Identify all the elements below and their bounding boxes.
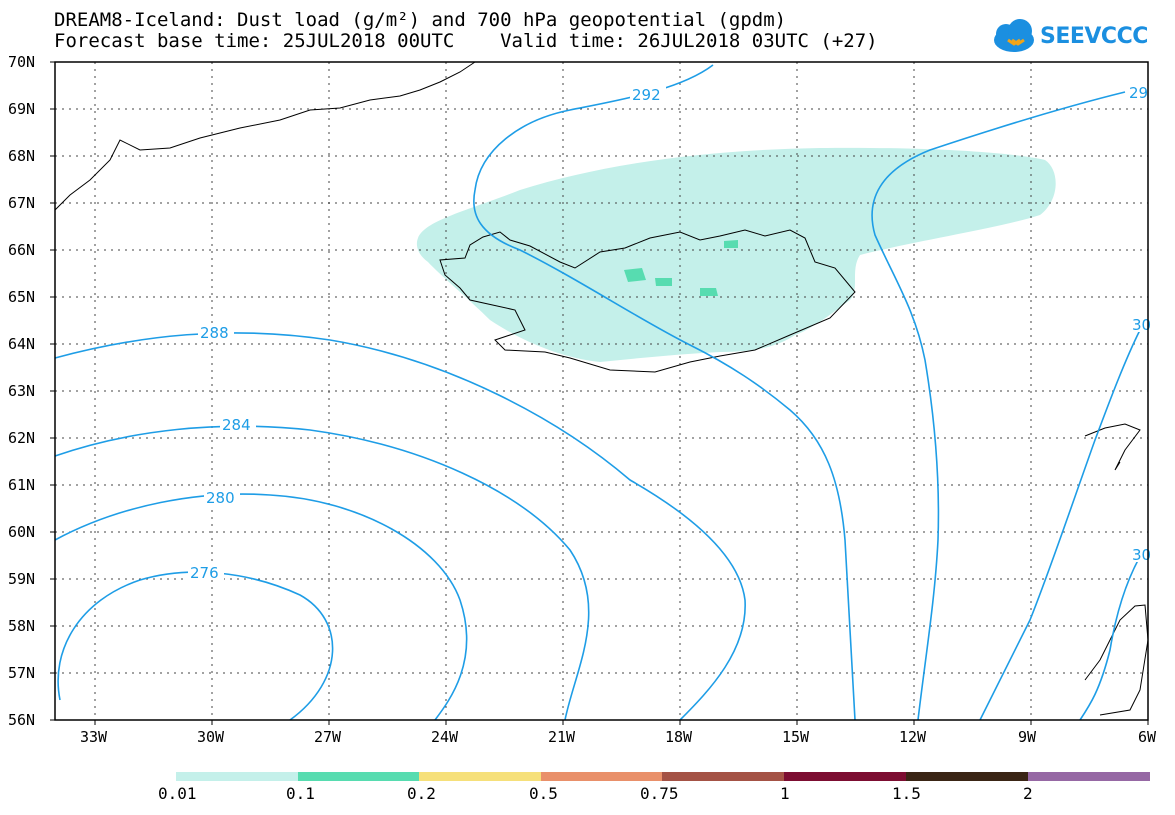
cloud-icon bbox=[994, 19, 1034, 52]
colorbar-label: 2 bbox=[1023, 784, 1033, 803]
lat-label: 61N bbox=[8, 476, 35, 494]
label-bg bbox=[1130, 546, 1150, 562]
colorbar-label: 0.1 bbox=[286, 784, 315, 803]
colorbar-swatch bbox=[784, 772, 906, 781]
colorbar-swatch bbox=[541, 772, 662, 781]
lon-label: 6W bbox=[1138, 728, 1157, 746]
colorbar-swatch bbox=[662, 772, 784, 781]
contour-30b bbox=[1079, 547, 1146, 721]
contour-label: 284 bbox=[222, 416, 251, 434]
contour-284 bbox=[54, 425, 590, 721]
colorbar-label: 0.01 bbox=[158, 784, 197, 803]
coastline bbox=[54, 61, 1149, 716]
lat-label: 67N bbox=[8, 194, 35, 212]
label-bg bbox=[630, 86, 666, 102]
lon-label: 27W bbox=[314, 728, 342, 746]
contour-label: 30 bbox=[1132, 546, 1151, 564]
contour-280 bbox=[54, 493, 468, 721]
contour-label: 292 bbox=[632, 86, 661, 104]
seevccc-logo: SEEVCCC bbox=[990, 18, 1148, 58]
lat-label: 65N bbox=[8, 288, 35, 306]
label-bg bbox=[1127, 84, 1149, 100]
lat-label: 68N bbox=[8, 147, 35, 165]
lon-label: 12W bbox=[899, 728, 927, 746]
lat-label: 57N bbox=[8, 664, 35, 682]
lat-label: 59N bbox=[8, 570, 35, 588]
grid bbox=[55, 62, 1148, 720]
forecast-time: Forecast base time: 25JUL2018 00UTC Vali… bbox=[54, 30, 878, 52]
contour-label: 30 bbox=[1132, 316, 1151, 334]
label-bg bbox=[1130, 316, 1150, 332]
lon-label: 15W bbox=[782, 728, 810, 746]
dust-patch bbox=[724, 240, 738, 248]
colorbar-label: 1.5 bbox=[892, 784, 921, 803]
lon-label: 18W bbox=[665, 728, 693, 746]
label-bg bbox=[198, 324, 234, 340]
lat-label: 58N bbox=[8, 617, 35, 635]
lat-label: 62N bbox=[8, 429, 35, 447]
dust-patch bbox=[624, 268, 646, 282]
lat-label: 66N bbox=[8, 241, 35, 259]
lon-label: 9W bbox=[1018, 728, 1037, 746]
dust-area bbox=[416, 147, 1056, 362]
iceland-coast bbox=[439, 229, 856, 373]
lat-label: 63N bbox=[8, 382, 35, 400]
lat-label: 64N bbox=[8, 335, 35, 353]
colorbar-swatch bbox=[419, 772, 541, 781]
contour-288 bbox=[54, 332, 746, 721]
lon-label: 21W bbox=[548, 728, 576, 746]
colorbar-label: 1 bbox=[780, 784, 790, 803]
lon-label: 24W bbox=[431, 728, 459, 746]
colorbar-swatch bbox=[176, 772, 298, 781]
colorbar-swatch bbox=[1028, 772, 1150, 781]
label-bg bbox=[188, 564, 224, 580]
faroe-coast bbox=[1084, 423, 1141, 471]
scotland-coast bbox=[1084, 604, 1149, 716]
colorbar-label: 0.75 bbox=[640, 784, 679, 803]
contour-label: 29 bbox=[1129, 84, 1148, 102]
contour-label: 288 bbox=[200, 324, 229, 342]
lat-label: 60N bbox=[8, 523, 35, 541]
dust-patch bbox=[655, 278, 672, 286]
logo-text: SEEVCCC bbox=[1040, 24, 1148, 49]
lat-label: 69N bbox=[8, 100, 35, 118]
contour-276 bbox=[57, 571, 334, 721]
lon-label: 33W bbox=[80, 728, 108, 746]
map-title: DREAM8-Iceland: Dust load (g/m²) and 700… bbox=[54, 9, 787, 31]
contour-30a bbox=[979, 329, 1141, 721]
contour-label: 276 bbox=[190, 564, 219, 582]
contour-label: 280 bbox=[206, 489, 235, 507]
colorbar-swatch bbox=[906, 772, 1028, 781]
contour-29x bbox=[871, 91, 1126, 721]
colorbar-label: 0.2 bbox=[407, 784, 436, 803]
greenland-coast bbox=[54, 61, 476, 211]
colorbar-swatch bbox=[298, 772, 419, 781]
lat-label: 56N bbox=[8, 711, 35, 729]
dust-patch bbox=[700, 288, 718, 296]
label-bg bbox=[204, 489, 240, 505]
colorbar-label: 0.5 bbox=[529, 784, 558, 803]
lon-label: 30W bbox=[197, 728, 225, 746]
lat-label: 70N bbox=[8, 53, 35, 71]
contour-292 bbox=[473, 64, 856, 721]
label-bg bbox=[220, 416, 256, 432]
